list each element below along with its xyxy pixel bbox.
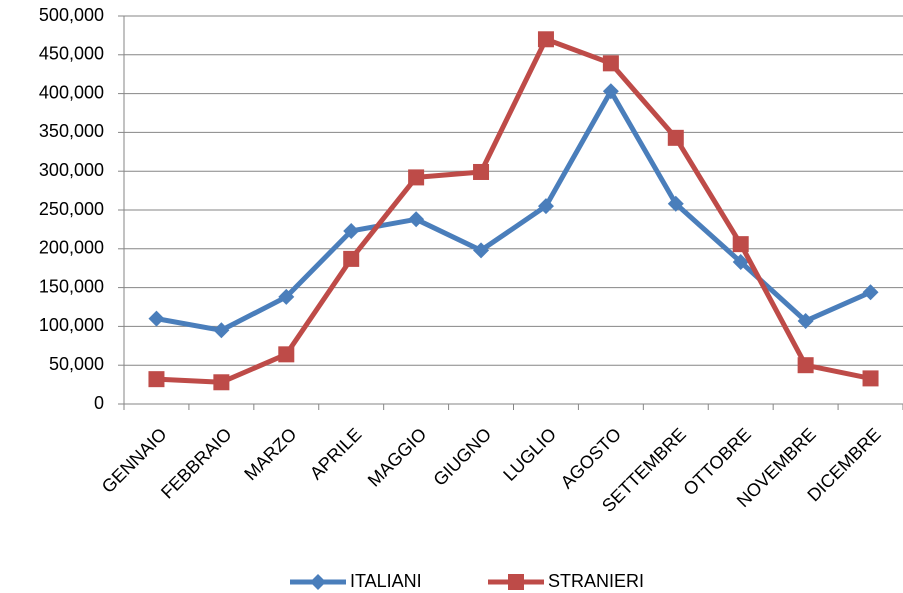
data-point [602,55,619,72]
x-tick-label: GIUGNO [429,424,495,490]
data-point [408,211,425,228]
data-point [862,370,879,387]
y-tick-label: 50,000 [49,354,104,374]
legend-marker [310,574,326,590]
data-point [667,129,684,146]
x-tick-label: APRILE [306,424,365,483]
y-tick-label: 450,000 [39,44,104,64]
y-tick-label: 350,000 [39,121,104,141]
data-point [537,198,554,215]
legend-marker [508,574,524,590]
series-line [156,36,872,385]
data-point [148,310,165,327]
legend-label: ITALIANI [350,571,422,591]
y-tick-label: 0 [94,393,104,413]
x-tick-label: LUGLIO [499,424,560,485]
data-point [343,222,360,239]
data-point [343,250,360,267]
data-point [473,163,490,180]
y-tick-label: 100,000 [39,315,104,335]
data-point [667,195,684,212]
y-tick-label: 500,000 [39,5,104,25]
data-point [732,253,749,270]
data-point [862,284,879,301]
x-tick-label: MARZO [240,424,300,484]
series-line [156,88,872,333]
x-tick-label: FEBBRAIO [157,424,236,503]
data-point [797,357,814,374]
y-tick-label: 200,000 [39,238,104,258]
data-point [602,83,619,100]
y-tick-label: 400,000 [39,82,104,102]
x-tick-label: AGOSTO [557,424,625,492]
data-point [278,288,295,305]
data-point [473,242,490,259]
data-point [148,371,165,388]
x-tick-label: MAGGIO [364,424,430,490]
data-point [278,346,295,363]
y-tick-label: 250,000 [39,199,104,219]
y-tick-label: 300,000 [39,160,104,180]
data-point [213,374,230,391]
legend-label: STRANIERI [548,571,644,591]
data-point [408,169,425,186]
y-tick-label: 150,000 [39,276,104,296]
data-point [213,322,230,339]
data-point [732,236,749,253]
data-point [537,31,554,48]
data-point [797,312,814,329]
